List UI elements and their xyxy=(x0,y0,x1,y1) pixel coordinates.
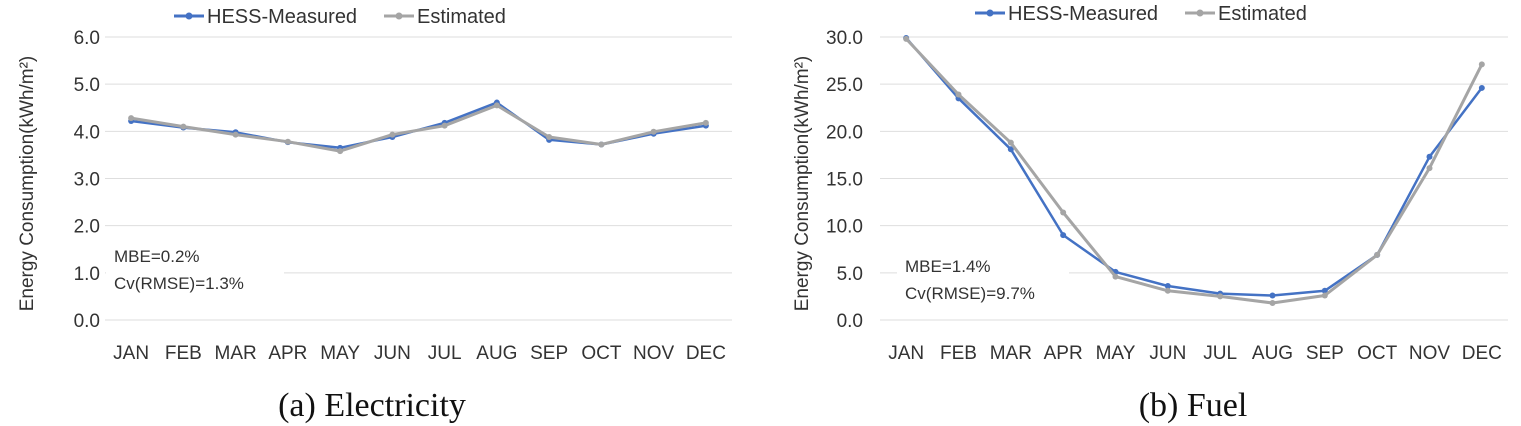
measured-data-point xyxy=(1269,292,1276,299)
estimated-series-line xyxy=(130,103,707,153)
estimated-data-point xyxy=(1321,292,1328,299)
legend-measured-marker xyxy=(185,12,193,20)
estimated-data-point xyxy=(650,128,657,135)
y-tick-label: 1.0 xyxy=(74,264,100,285)
y-tick-label: 3.0 xyxy=(74,170,100,191)
x-tick-label: FEB xyxy=(165,343,202,364)
y-axis-label: Energy Consumption(kWh/m²) xyxy=(792,56,813,312)
measured-data-point xyxy=(1164,283,1171,290)
legend-measured-marker xyxy=(986,9,994,17)
chart-caption: (b) Fuel xyxy=(1139,387,1248,424)
y-tick-label: 6.0 xyxy=(74,28,100,49)
y-tick-label: 0.0 xyxy=(74,311,100,332)
x-tick-label: AUG xyxy=(1252,343,1293,364)
measured-data-point xyxy=(1007,146,1014,153)
legend-measured-label: HESS-Measured xyxy=(207,6,357,28)
x-tick-label: JUL xyxy=(428,343,462,364)
estimated-data-point xyxy=(1269,300,1276,307)
x-tick-label: AUG xyxy=(476,343,517,364)
x-tick-label: JUN xyxy=(374,343,411,364)
estimated-data-point xyxy=(441,122,448,129)
estimated-data-point xyxy=(493,102,500,109)
estimated-data-point xyxy=(903,35,910,42)
legend-estimated-marker xyxy=(395,12,403,20)
estimated-data-point xyxy=(337,148,344,155)
x-tick-label: SEP xyxy=(530,343,568,364)
legend-estimated-marker xyxy=(1196,9,1204,17)
estimated-data-point xyxy=(128,115,135,122)
y-axis-label: Energy Consumption(kWh/m²) xyxy=(17,56,38,312)
estimated-series-line xyxy=(905,37,1484,305)
estimated-data-point xyxy=(955,91,962,98)
estimated-data-point xyxy=(1164,287,1171,294)
mbe-annotation: MBE=1.4% xyxy=(905,257,991,276)
estimated-data-point xyxy=(180,123,187,130)
estimated-data-point xyxy=(546,133,553,140)
measured-data-point xyxy=(1060,232,1067,239)
x-tick-label: NOV xyxy=(633,343,675,364)
estimated-data-point xyxy=(598,141,605,148)
estimated-data-point xyxy=(1478,61,1485,68)
x-tick-label: JAN xyxy=(888,343,924,364)
estimated-data-point xyxy=(702,119,709,126)
x-tick-label: MAR xyxy=(990,343,1032,364)
legend-estimated-label: Estimated xyxy=(1218,3,1307,25)
y-tick-label: 0.0 xyxy=(837,311,863,332)
y-tick-label: 25.0 xyxy=(826,75,863,96)
estimated-data-point xyxy=(1112,273,1119,280)
legend-measured-label: HESS-Measured xyxy=(1008,3,1158,25)
x-tick-label: MAY xyxy=(1096,343,1136,364)
x-tick-label: OCT xyxy=(581,343,622,364)
x-tick-label: JUN xyxy=(1149,343,1186,364)
legend-estimated-label: Estimated xyxy=(417,6,506,28)
x-tick-label: OCT xyxy=(1357,343,1398,364)
estimated-data-point xyxy=(389,131,396,138)
x-tick-label: MAY xyxy=(320,343,360,364)
x-tick-label: APR xyxy=(1044,343,1083,364)
x-tick-label: FEB xyxy=(940,343,977,364)
estimated-data-point xyxy=(1060,209,1067,216)
estimated-data-point xyxy=(1426,165,1433,172)
estimated-data-point xyxy=(1217,293,1224,300)
y-tick-label: 10.0 xyxy=(826,217,863,238)
cvrmse-annotation: Cv(RMSE)=1.3% xyxy=(114,274,244,293)
x-tick-label: JAN xyxy=(113,343,149,364)
y-tick-label: 2.0 xyxy=(74,217,100,238)
estimated-data-point xyxy=(1374,251,1381,258)
estimated-data-point xyxy=(284,138,291,145)
electricity-chart: 0.0 1.0 2.0 3.0 4.0 5.0 6.0 JAN FEB MAR APR MAY JUN J… xyxy=(17,6,732,424)
x-tick-label: MAR xyxy=(215,343,257,364)
x-tick-label: SEP xyxy=(1306,343,1344,364)
x-tick-label: DEC xyxy=(1462,343,1502,364)
measured-data-point xyxy=(1321,287,1328,294)
estimated-data-point xyxy=(1007,139,1014,146)
y-tick-label: 5.0 xyxy=(74,75,100,96)
y-tick-label: 5.0 xyxy=(837,264,863,285)
x-tick-label: JUL xyxy=(1203,343,1237,364)
cvrmse-annotation: Cv(RMSE)=9.7% xyxy=(905,284,1035,303)
annotation-background xyxy=(897,250,1069,312)
measured-data-point xyxy=(1426,153,1433,160)
x-tick-label: DEC xyxy=(686,343,726,364)
estimated-data-point xyxy=(232,131,239,138)
chart-caption: (a) Electricity xyxy=(278,387,466,424)
mbe-annotation: MBE=0.2% xyxy=(114,247,200,266)
y-tick-label: 15.0 xyxy=(826,170,863,191)
y-tick-label: 20.0 xyxy=(826,122,863,143)
fuel-chart: 0.0 5.0 10.0 15.0 20.0 25.0 30.0 JAN FEB MAR APR MA… xyxy=(792,3,1508,424)
y-tick-label: 30.0 xyxy=(826,28,863,49)
x-tick-label: NOV xyxy=(1409,343,1451,364)
measured-data-point xyxy=(1478,84,1485,91)
y-tick-label: 4.0 xyxy=(74,122,100,143)
x-tick-label: APR xyxy=(268,343,307,364)
annotation-background xyxy=(106,240,284,302)
